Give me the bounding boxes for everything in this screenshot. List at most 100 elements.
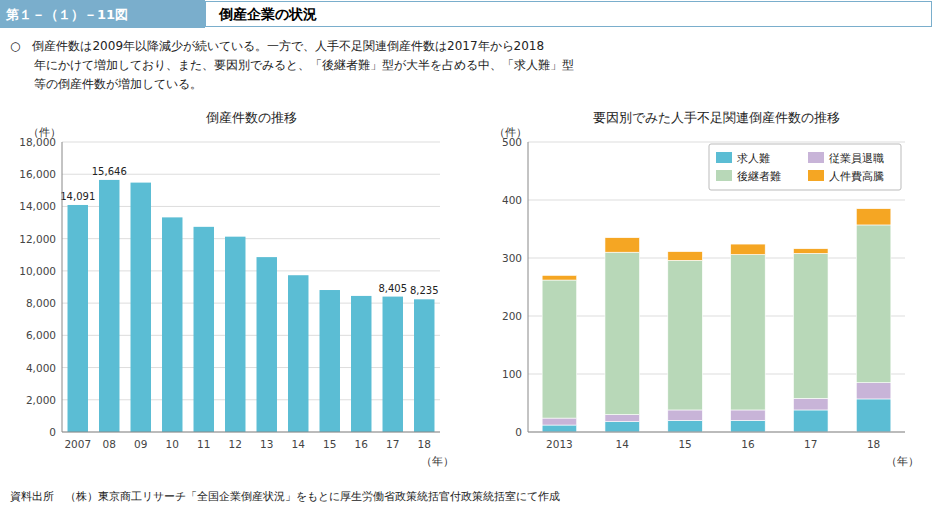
y-tick-label: 500: [502, 136, 522, 148]
x-tick-label: 09: [134, 438, 147, 450]
bar: [320, 290, 340, 432]
chart: 倒産件数の推移（件）02,0004,0006,0008,00010,00012,…: [19, 110, 454, 468]
data-label: 8,235: [410, 285, 439, 296]
figure-label: 第１－（１）－11図: [5, 7, 128, 22]
bar-segment: [668, 420, 703, 432]
bar-segment: [668, 260, 703, 410]
x-tick-label: 14: [616, 438, 630, 450]
bar-segment: [793, 253, 828, 398]
bar: [68, 205, 88, 432]
bar-segment: [605, 415, 640, 422]
bar-segment: [731, 244, 766, 254]
x-tick-label: 11: [197, 438, 210, 450]
bar-segment: [856, 209, 891, 225]
bar-segment: [793, 398, 828, 410]
chart: 要因別でみた人手不足関連倒産件数の推移（件）010020030040050020…: [494, 110, 919, 468]
bar-segment: [605, 252, 640, 414]
x-tick-label: 2013: [546, 438, 573, 450]
bar-segment: [856, 225, 891, 383]
grid-line: [528, 258, 905, 259]
bar: [162, 217, 182, 432]
y-axis: [62, 142, 63, 432]
data-label: 14,091: [60, 191, 95, 202]
header-text: ○ 倒産件数は2009年以降減少が続いている。一方で、人手不足関連倒産件数は20…: [10, 39, 544, 53]
y-tick-label: 6,000: [26, 329, 56, 341]
marks: [68, 180, 435, 432]
bar: [383, 297, 403, 432]
bar-segment: [542, 425, 577, 432]
chart-title: 倒産件数の推移: [206, 110, 297, 125]
x-axis: [62, 432, 440, 433]
bar-segment: [542, 275, 577, 280]
grid-line: [528, 432, 905, 433]
x-tick-label: 14: [292, 438, 306, 450]
grid-line: [528, 316, 905, 317]
data-label: 8,405: [378, 283, 407, 294]
legend-swatch: [808, 170, 824, 181]
bar-segment: [542, 280, 577, 418]
chart-title: 要因別でみた人手不足関連倒産件数の推移: [593, 110, 840, 125]
bar-segment: [668, 252, 703, 261]
legend-swatch: [808, 152, 824, 163]
legend-swatch: [716, 152, 732, 163]
legend: 求人難従業員退職後継者難人件費高騰: [709, 144, 901, 190]
grid-line: [62, 432, 440, 433]
bar-segment: [731, 255, 766, 410]
y-tick-label: 200: [502, 310, 522, 322]
grid-line: [62, 142, 440, 143]
legend-entry: 後継者難: [737, 170, 781, 183]
y-tick-label: 100: [502, 368, 522, 380]
y-tick-label: 4,000: [26, 362, 56, 374]
bar: [194, 227, 214, 432]
x-tick-label: 18: [418, 438, 431, 450]
bar-segment: [856, 383, 891, 399]
bar-segment: [856, 399, 891, 432]
y-tick-label: 0: [49, 426, 56, 438]
y-tick-label: 10,000: [19, 265, 56, 277]
y-tick-label: 16,000: [19, 168, 56, 180]
bar-segment: [668, 410, 703, 420]
header-text: 等の倒産件数が増加している。: [10, 77, 202, 91]
banner-label-box: [0, 0, 205, 28]
data-label: 15,646: [92, 166, 127, 177]
grid-line: [528, 142, 905, 143]
bar-segment: [542, 418, 577, 425]
y-tick-label: 400: [502, 194, 522, 206]
x-tick-label: 12: [229, 438, 242, 450]
bar: [225, 237, 245, 432]
x-tick-label: 18: [867, 438, 880, 450]
y-tick-label: 14,000: [19, 200, 56, 212]
x-axis-label: （年）: [886, 455, 919, 468]
source-text: 資料出所 （株）東京商工リサーチ「全国企業倒産状況」をもとに厚生労働省政策統括官…: [10, 490, 560, 502]
y-tick-label: 8,000: [26, 297, 56, 309]
x-axis: [528, 432, 905, 433]
bar: [257, 257, 277, 432]
x-tick-label: 08: [103, 438, 116, 450]
y-tick-label: 18,000: [19, 136, 56, 148]
banner-title-box: [206, 2, 932, 27]
grid-line: [528, 200, 905, 201]
legend-entry: 求人難: [737, 152, 770, 165]
bar-segment: [605, 238, 640, 253]
marks: [542, 209, 891, 432]
bar: [414, 299, 434, 432]
bar-segment: [731, 420, 766, 432]
x-tick-label: 2007: [64, 438, 91, 450]
bar: [288, 275, 308, 432]
bar: [131, 183, 151, 432]
legend-entry: 人件費高騰: [829, 170, 884, 183]
bar: [99, 180, 119, 432]
y-tick-label: 12,000: [19, 233, 56, 245]
y-axis: [528, 142, 529, 432]
figure-title: 倒産企業の状況: [218, 6, 317, 22]
x-tick-label: 15: [678, 438, 691, 450]
x-tick-label: 17: [804, 438, 817, 450]
bar-segment: [793, 249, 828, 254]
header-text: 年にかけて増加しており、また、要因別でみると、「後継者難」型が大半を占める中、「…: [10, 58, 574, 72]
legend-box: [709, 144, 901, 190]
legend-swatch: [716, 170, 732, 181]
x-tick-label: 16: [741, 438, 755, 450]
grid-line: [528, 374, 905, 375]
bar-segment: [605, 422, 640, 432]
y-tick-label: 0: [515, 426, 522, 438]
